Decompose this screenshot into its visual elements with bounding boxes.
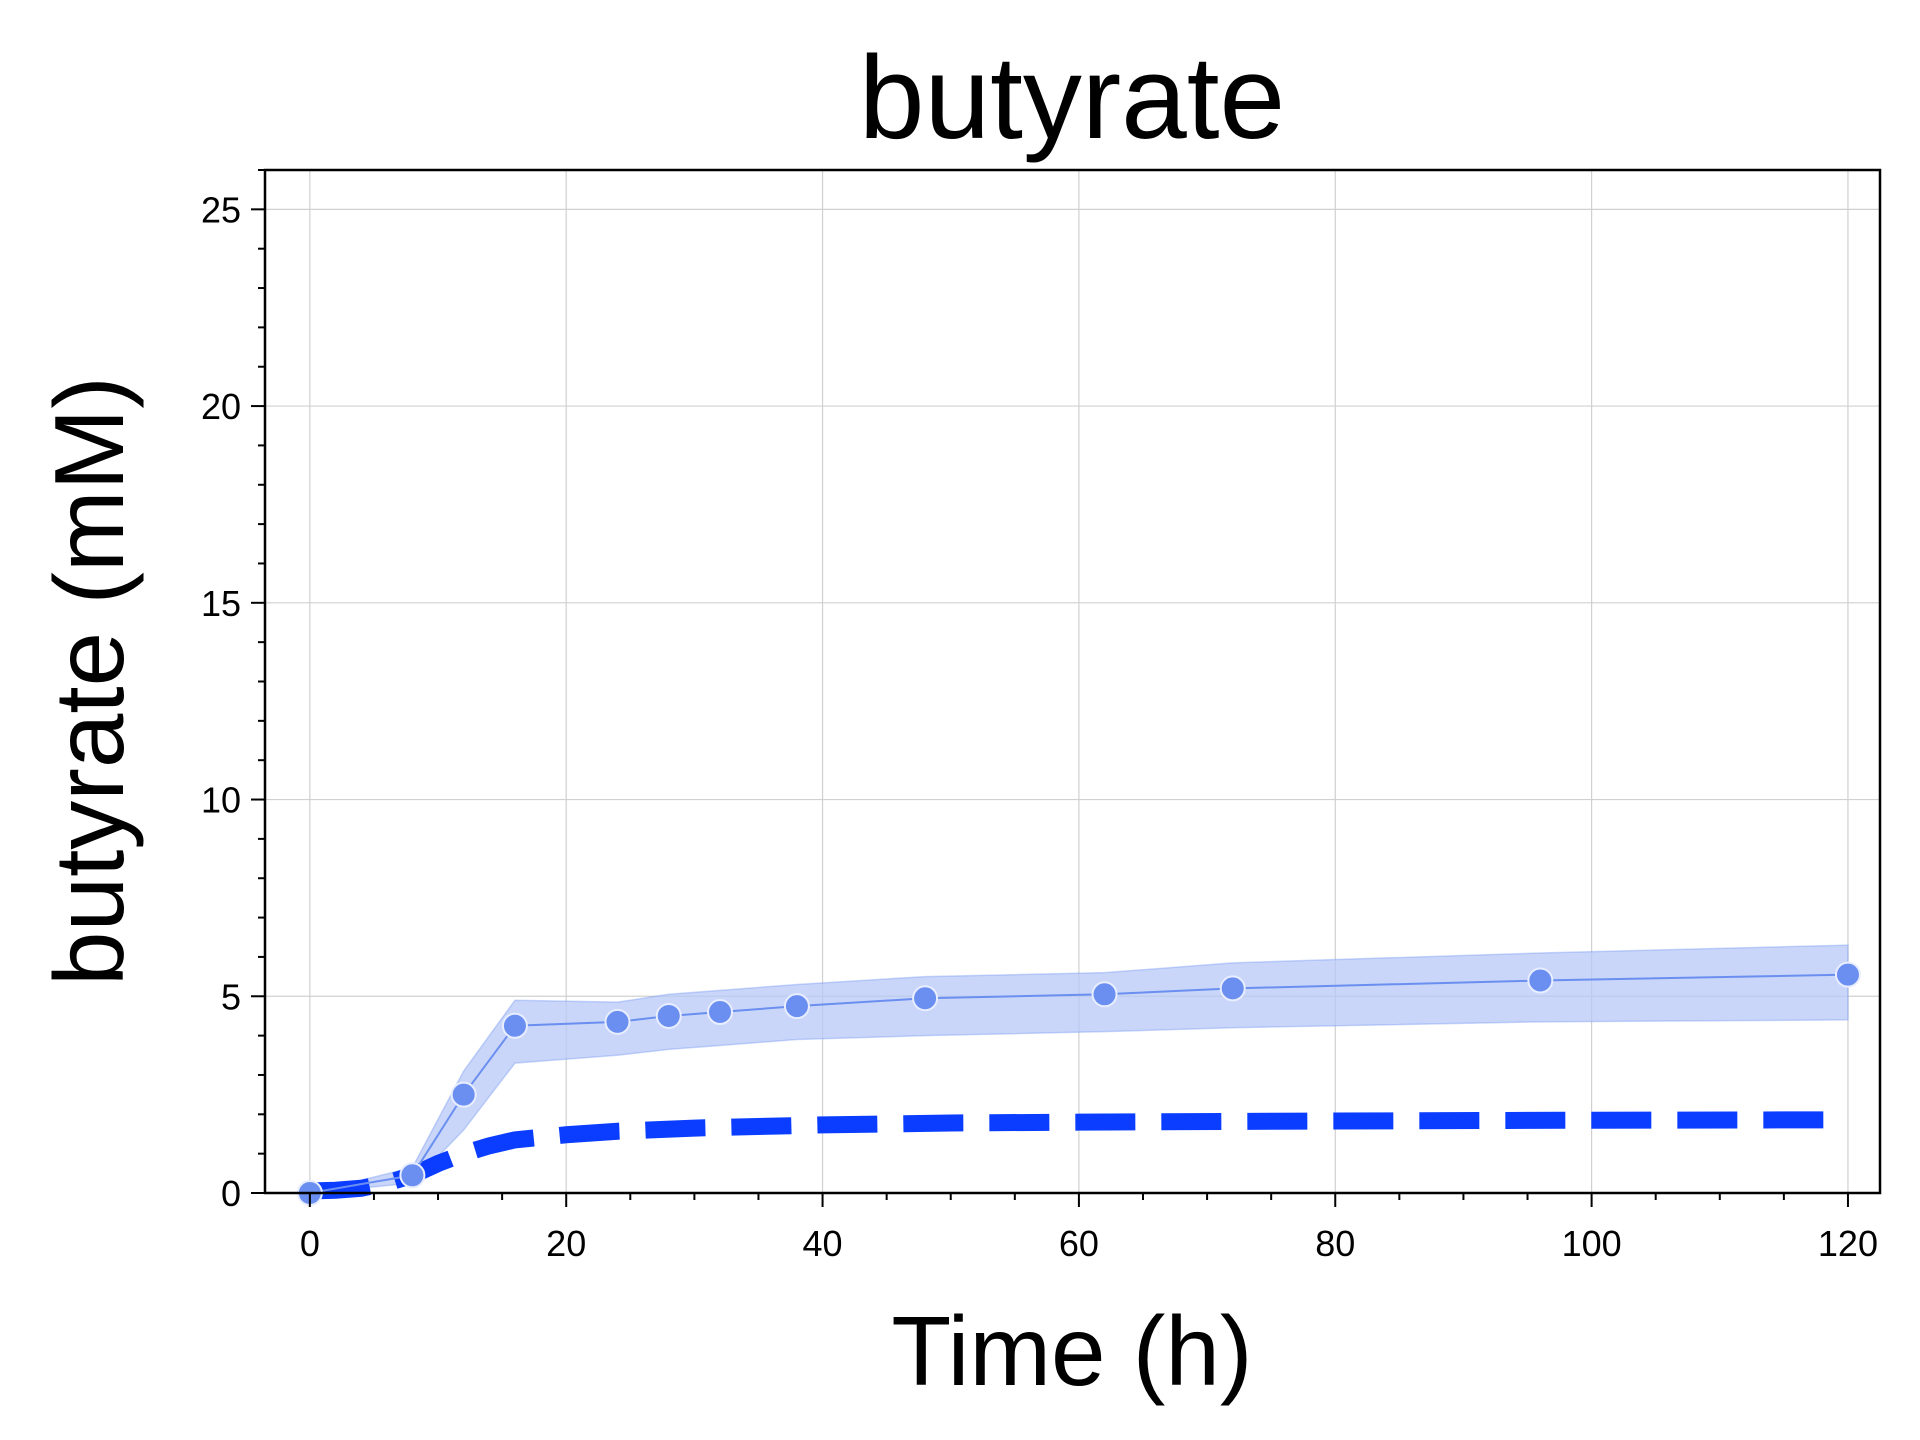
observed-point-11	[1527, 967, 1554, 994]
y-tick-label-4: 20	[201, 386, 241, 427]
observed-point-2	[450, 1081, 477, 1108]
x-tick-label-2: 40	[803, 1223, 843, 1264]
x-tick-label-0: 0	[300, 1223, 320, 1264]
observed-point-3	[501, 1012, 528, 1039]
chart-title: butyrate	[859, 32, 1285, 164]
y-tick-label-3: 15	[201, 583, 241, 624]
observed-point-1	[399, 1162, 426, 1189]
observed-point-6	[707, 999, 734, 1026]
observed-point-9	[1091, 981, 1118, 1008]
x-tick-label-3: 60	[1059, 1223, 1099, 1264]
x-tick-labels: 0 20 40 60 80 100 120	[300, 1223, 1878, 1264]
y-tick-labels: 0 5 10 15 20 25	[201, 189, 241, 1214]
x-tick-label-5: 100	[1562, 1223, 1622, 1264]
x-axis-label: Time (h)	[891, 1296, 1252, 1406]
x-tick-label-4: 80	[1315, 1223, 1355, 1264]
y-tick-label-5: 25	[201, 189, 241, 230]
y-axis-label: butyrate (mM)	[34, 376, 144, 986]
observed-point-5	[655, 1002, 682, 1029]
observed-point-12	[1834, 961, 1861, 988]
observed-point-8	[912, 985, 939, 1012]
y-tick-label-2: 10	[201, 780, 241, 821]
y-tick-label-1: 5	[221, 976, 241, 1017]
axis-ticks	[251, 169, 1849, 1207]
x-tick-label-1: 20	[546, 1223, 586, 1264]
observed-point-7	[783, 993, 810, 1020]
observed-point-10	[1219, 975, 1246, 1002]
observed-point-4	[604, 1008, 631, 1035]
model-dashed-line	[309, 1111, 1848, 1200]
model-line-layer	[309, 1111, 1848, 1200]
observed-series-layer	[296, 961, 1861, 1206]
x-tick-label-6: 120	[1818, 1223, 1878, 1264]
y-tick-label-0: 0	[221, 1173, 241, 1214]
